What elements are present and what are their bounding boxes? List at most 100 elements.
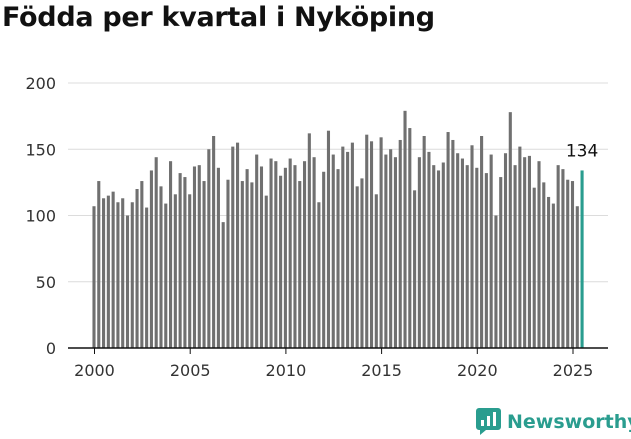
bar: [384, 154, 388, 348]
bars: [92, 110, 584, 349]
bar: [499, 177, 503, 348]
bar: [125, 215, 130, 348]
bar: [355, 186, 359, 348]
bar: [470, 145, 474, 348]
bar: [293, 165, 297, 348]
bar: [480, 136, 484, 348]
bar: [451, 139, 455, 348]
bar: [518, 146, 522, 348]
x-axis: [68, 347, 608, 354]
brand-name: Newsworthy: [507, 410, 631, 433]
bar: [527, 155, 531, 349]
bar: [508, 112, 512, 349]
bar: [427, 151, 431, 348]
bar: [183, 177, 187, 348]
bar: [369, 141, 374, 348]
bar: [513, 165, 517, 348]
bar-highlight: [580, 170, 584, 348]
bar: [216, 167, 220, 348]
bar: [346, 151, 350, 348]
chart-title: Födda per kvartal i Nyköping: [2, 2, 435, 33]
annotations: 134: [566, 141, 598, 161]
bar: [389, 149, 393, 348]
bar: [417, 157, 421, 348]
x-tick-label: 2005: [170, 361, 211, 380]
bar: [226, 179, 230, 348]
bar: [322, 171, 326, 348]
bar: [331, 154, 335, 348]
bar: [570, 181, 575, 348]
bar: [441, 162, 445, 348]
bar: [192, 166, 197, 348]
bar: [116, 202, 120, 348]
bar: [97, 181, 101, 348]
bar: [130, 202, 134, 348]
bar: [255, 154, 259, 348]
newsworthy-logo[interactable]: Newsworthy: [476, 408, 631, 435]
bar: [494, 215, 498, 348]
bar: [374, 194, 378, 348]
bar: [436, 170, 441, 348]
bar: [154, 157, 158, 348]
bar: [446, 132, 450, 348]
y-tick-label: 0: [46, 339, 56, 358]
bar: [465, 165, 469, 348]
bar: [250, 182, 254, 349]
bar: [245, 169, 249, 349]
bar: [236, 142, 240, 349]
bar: [169, 161, 173, 348]
bar: [240, 181, 244, 348]
bar: [145, 207, 149, 348]
bar: [556, 165, 560, 348]
bar: [398, 139, 402, 348]
bar: [197, 165, 201, 348]
bar: [350, 142, 354, 349]
bar: [484, 173, 488, 348]
bar: [269, 158, 273, 348]
bar: [188, 194, 192, 348]
x-tick-label: 2025: [553, 361, 594, 380]
bar: [274, 161, 278, 348]
bar: [164, 203, 168, 348]
bar: [264, 195, 268, 349]
bar: [523, 157, 527, 348]
bar: [92, 206, 96, 348]
bar: [106, 195, 110, 349]
bar: [102, 198, 106, 348]
bar: [422, 136, 426, 348]
bar: [317, 202, 321, 348]
bar: [460, 158, 464, 348]
bar: [561, 169, 565, 349]
bar: [408, 128, 412, 348]
bar: [532, 187, 536, 348]
bar: [173, 194, 177, 348]
bar: [547, 196, 551, 348]
bar: [140, 181, 144, 348]
x-tick-label: 2015: [361, 361, 402, 380]
bar: [566, 179, 570, 348]
y-tick-label: 100: [25, 207, 56, 226]
x-tick-label: 2020: [457, 361, 498, 380]
bar: [393, 157, 397, 348]
bar: [537, 161, 541, 348]
bar: [135, 189, 139, 348]
bar: [575, 206, 579, 348]
bar: [121, 198, 125, 348]
y-tick-label: 50: [36, 273, 56, 292]
bar: [283, 167, 287, 348]
bar: [298, 181, 302, 348]
x-axis-tick-labels: 2000 2005 2010 2015 2020 2025: [74, 361, 593, 380]
highlight-data-label: 134: [566, 141, 598, 161]
bar: [456, 153, 460, 348]
y-tick-label: 150: [25, 140, 56, 159]
bar: [212, 136, 216, 348]
bar: [307, 133, 311, 348]
bar: [432, 165, 436, 348]
bar: [231, 146, 235, 348]
bar: [111, 191, 115, 348]
bar: [542, 182, 546, 349]
x-tick-label: 2010: [266, 361, 307, 380]
bar: [312, 157, 316, 348]
bar: [159, 186, 163, 348]
bar: [413, 190, 417, 348]
